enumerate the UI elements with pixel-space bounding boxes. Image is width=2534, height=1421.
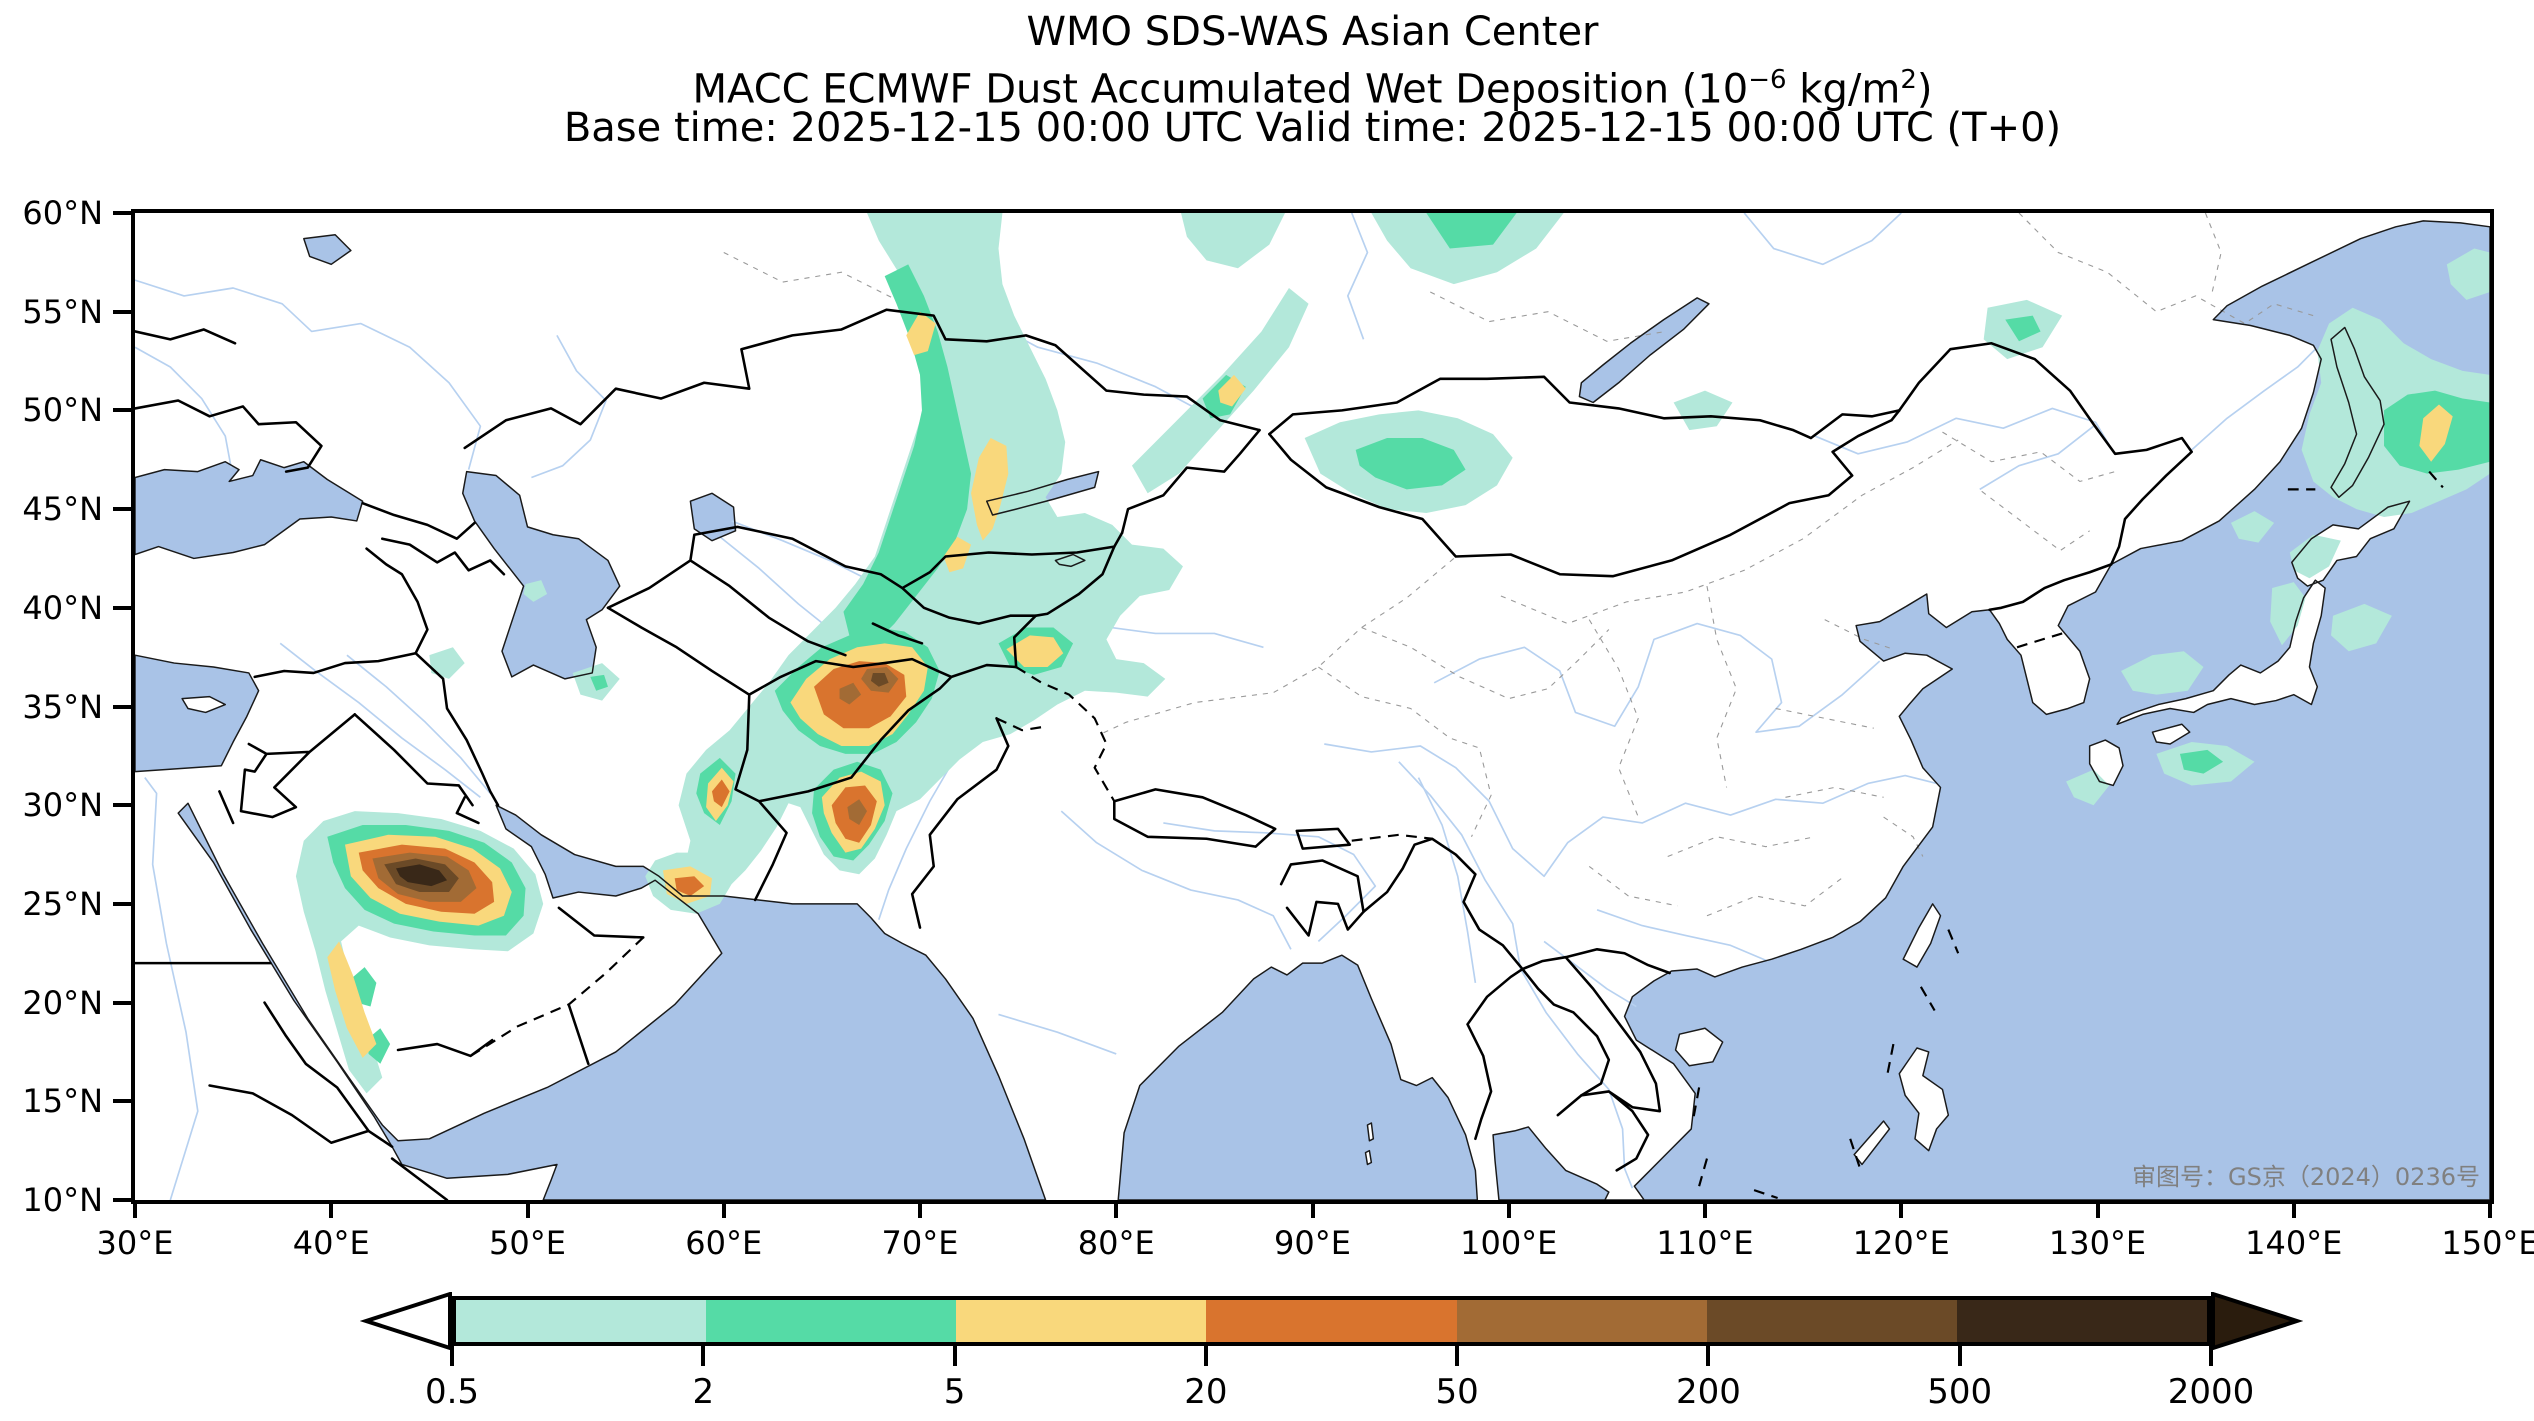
colorbar-tick-mark [2209, 1346, 2213, 1366]
colorbar-segment [456, 1300, 707, 1342]
y-tick-mark [113, 704, 131, 709]
y-tick-mark [113, 803, 131, 808]
x-tick-label: 130°E [2048, 1224, 2147, 1262]
colorbar-segment [956, 1300, 1207, 1342]
x-tick-label: 50°E [489, 1224, 566, 1262]
colorbar-tick-label: 50 [1435, 1372, 1479, 1412]
province-border-layer [723, 213, 2314, 917]
colorbar-overflow-arrow [2211, 1292, 2303, 1350]
dust-deposition-layer [295, 213, 2490, 1094]
y-axis: 60°N 55°N 50°N 45°N 40°N 35°N 30°N 25°N 20°N 15°N… [0, 194, 131, 1219]
colorbar-tick-label: 2 [692, 1372, 715, 1412]
x-tick-label: 100°E [1460, 1224, 1558, 1262]
y-tick-mark [113, 309, 131, 314]
subtitle-unit: kg/m [1786, 66, 1901, 113]
colorbar-tick-label: 200 [1675, 1372, 1741, 1412]
colorbar-tick-mark [952, 1346, 957, 1366]
colorbar-tick-label: 0.5 [424, 1372, 480, 1412]
country-border-layer [135, 308, 2193, 1200]
subtitle-exponent: −6 [1748, 65, 1787, 95]
x-tick-mark [1899, 1200, 1904, 1218]
x-tick-mark [329, 1200, 334, 1218]
x-tick-mark [133, 1200, 137, 1218]
colorbar-tick-mark [1455, 1346, 1460, 1366]
colorbar-segment [1956, 1300, 2207, 1342]
colorbar-segment [1456, 1300, 1707, 1342]
y-tick-label: 10°N [22, 1181, 103, 1219]
y-tick-label: 20°N [22, 983, 103, 1022]
x-tick-mark [2488, 1200, 2492, 1218]
x-tick-label: 150°E [2441, 1224, 2534, 1262]
subtitle-suffix: ) [1916, 66, 1933, 113]
colorbar-tick-mark [701, 1346, 706, 1366]
y-tick-label: 35°N [22, 687, 103, 726]
colorbar-segment [1706, 1300, 1957, 1342]
colorbar-segment [706, 1300, 957, 1342]
colorbar-segment [1206, 1300, 1457, 1342]
colorbar-tick-label: 2000 [2167, 1372, 2255, 1412]
y-tick-label: 60°N [22, 194, 103, 232]
x-tick-label: 140°E [2245, 1224, 2343, 1262]
colorbar-tick-label: 500 [1927, 1372, 1993, 1412]
x-tick-label: 120°E [1852, 1224, 1950, 1262]
disputed-border-layer [470, 470, 2444, 1200]
map-canvas [135, 213, 2490, 1200]
x-axis: 30°E 40°E 50°E 60°E 70°E 80°E 90°E 100°E 110°E 12… [97, 1200, 2534, 1275]
y-tick-label: 55°N [22, 292, 103, 331]
colorbar-tick-mark [1203, 1346, 1208, 1366]
x-tick-mark [525, 1200, 530, 1218]
x-tick-mark [1114, 1200, 1119, 1218]
x-tick-mark [721, 1200, 726, 1218]
colorbar-tick-mark [450, 1346, 454, 1366]
x-tick-mark [918, 1200, 922, 1218]
y-tick-mark [113, 408, 131, 413]
x-tick-mark [2095, 1200, 2100, 1218]
colorbar-tick-label: 20 [1184, 1372, 1228, 1412]
x-tick-label: 80°E [1077, 1224, 1155, 1262]
y-tick-mark [113, 901, 131, 906]
colorbar-bar [452, 1296, 2211, 1346]
y-tick-mark [113, 1198, 131, 1202]
y-tick-label: 30°N [22, 786, 103, 825]
colorbar-ticks: 0.5 2 5 20 50 200 500 2000 [425, 1346, 2254, 1421]
sea-layer [135, 220, 2490, 1200]
x-tick-label: 110°E [1656, 1224, 1754, 1262]
colorbar-tick-label: 5 [943, 1372, 966, 1412]
y-tick-label: 45°N [22, 490, 103, 529]
x-tick-mark [1506, 1200, 1511, 1218]
subtitle-prefix: MACC ECMWF Dust Accumulated Wet Depositi… [692, 66, 1749, 113]
figure-time-info: Base time: 2025-12-15 00:00 UTC Valid ti… [563, 105, 2062, 151]
y-tick-mark [113, 211, 131, 215]
colorbar-tick-mark [1957, 1346, 1962, 1366]
y-tick-mark [113, 1099, 131, 1104]
x-tick-mark [2291, 1200, 2296, 1218]
x-tick-mark [1703, 1200, 1707, 1218]
subtitle-unit-exponent: 2 [1900, 65, 1917, 95]
figure-title: WMO SDS-WAS Asian Center [1026, 9, 1599, 55]
y-tick-label: 15°N [22, 1082, 103, 1121]
y-tick-mark [113, 1000, 131, 1005]
y-tick-label: 40°N [22, 588, 103, 627]
x-tick-label: 90°E [1274, 1224, 1351, 1262]
x-tick-label: 30°E [96, 1224, 174, 1262]
y-tick-mark [113, 605, 131, 610]
x-tick-mark [1310, 1200, 1315, 1218]
x-tick-label: 70°E [881, 1224, 959, 1262]
x-tick-label: 40°E [292, 1224, 370, 1262]
figure-subtitle: MACC ECMWF Dust Accumulated Wet Depositi… [135, 58, 2490, 111]
y-tick-label: 50°N [22, 391, 103, 430]
colorbar-underflow-arrow [360, 1292, 452, 1350]
map-frame: 审图号：GS京（2024）0236号 [131, 209, 2494, 1204]
colorbar-tick-mark [1706, 1346, 1711, 1366]
colorbar: 0.5 2 5 20 50 200 500 2000 [360, 1292, 2303, 1412]
y-tick-label: 25°N [22, 884, 103, 923]
x-tick-label: 60°E [685, 1224, 763, 1262]
map-license-note: 审图号：GS京（2024）0236号 [2132, 1163, 2480, 1191]
y-tick-mark [113, 507, 131, 512]
